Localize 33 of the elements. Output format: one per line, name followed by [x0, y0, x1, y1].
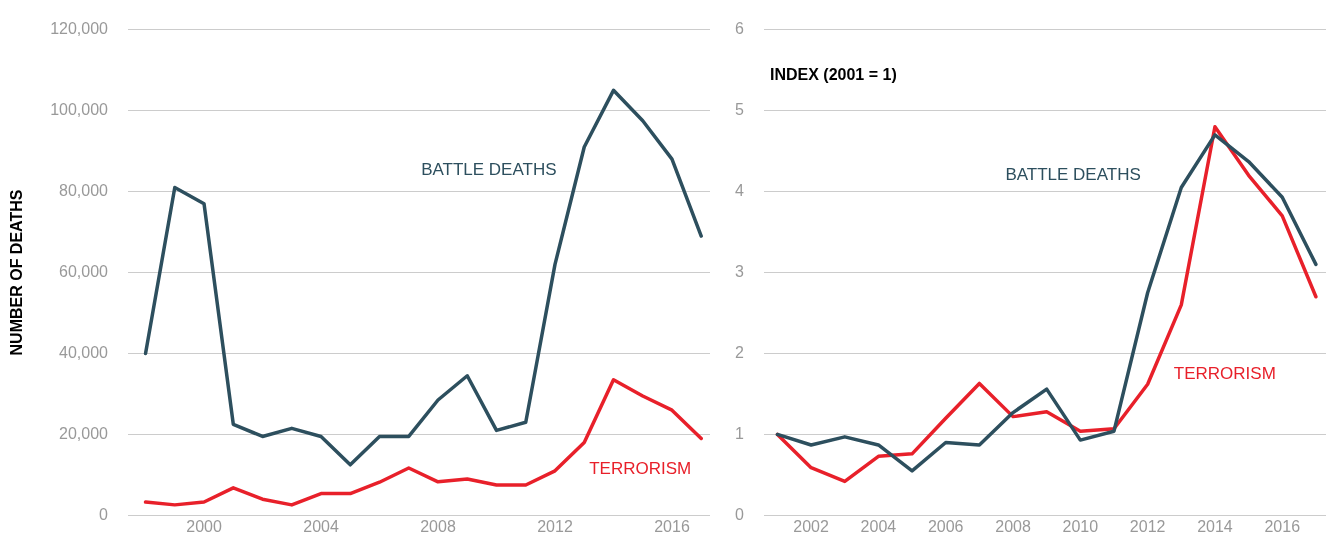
- series-label: TERRORISM: [1173, 364, 1276, 384]
- y-tick-label: 120,000: [50, 20, 109, 38]
- x-tick-label: 2010: [1062, 518, 1099, 536]
- y-tick-label: 0: [735, 505, 745, 523]
- x-tick-label: 2016: [1264, 518, 1301, 536]
- x-tick-label: 2008: [995, 518, 1031, 536]
- y-tick-label: 80,000: [59, 181, 109, 199]
- y-tick-label: 3: [735, 262, 745, 280]
- y-tick-label: 40,000: [59, 343, 109, 361]
- x-tick-label: 2008: [420, 518, 456, 536]
- text: BATTLE DEATHS: [1005, 165, 1141, 185]
- x-tick-label: 2002: [793, 518, 830, 536]
- y-tick-label: 5: [735, 100, 745, 118]
- x-tick-label: 2004: [303, 518, 339, 536]
- x-tick-label: 2012: [1129, 518, 1166, 536]
- series-label: TERRORISM: [589, 458, 692, 478]
- y-axis-title: INDEX (2001 = 1): [770, 66, 897, 84]
- y-tick-label: 1: [735, 424, 745, 442]
- series-label: BATTLE DEATHS: [421, 160, 557, 180]
- x-tick-label: 2016: [654, 518, 690, 536]
- x-tick-label: 2004: [860, 518, 897, 536]
- x-tick-label: 2006: [927, 518, 964, 536]
- y-tick-label: 6: [735, 20, 745, 38]
- y-tick-label: 100,000: [50, 100, 109, 118]
- y-tick-label: 20,000: [59, 424, 109, 442]
- x-tick-label: 2014: [1197, 518, 1233, 536]
- y-tick-label: 2: [735, 343, 745, 361]
- x-tick-label: 2000: [186, 518, 222, 536]
- y-tick-label: 60,000: [59, 262, 109, 280]
- y-tick-label: 0: [99, 505, 109, 523]
- y-tick-label: 4: [735, 181, 745, 199]
- x-tick-label: 2012: [537, 518, 573, 536]
- y-axis-title: NUMBER OF DEATHS: [8, 189, 26, 356]
